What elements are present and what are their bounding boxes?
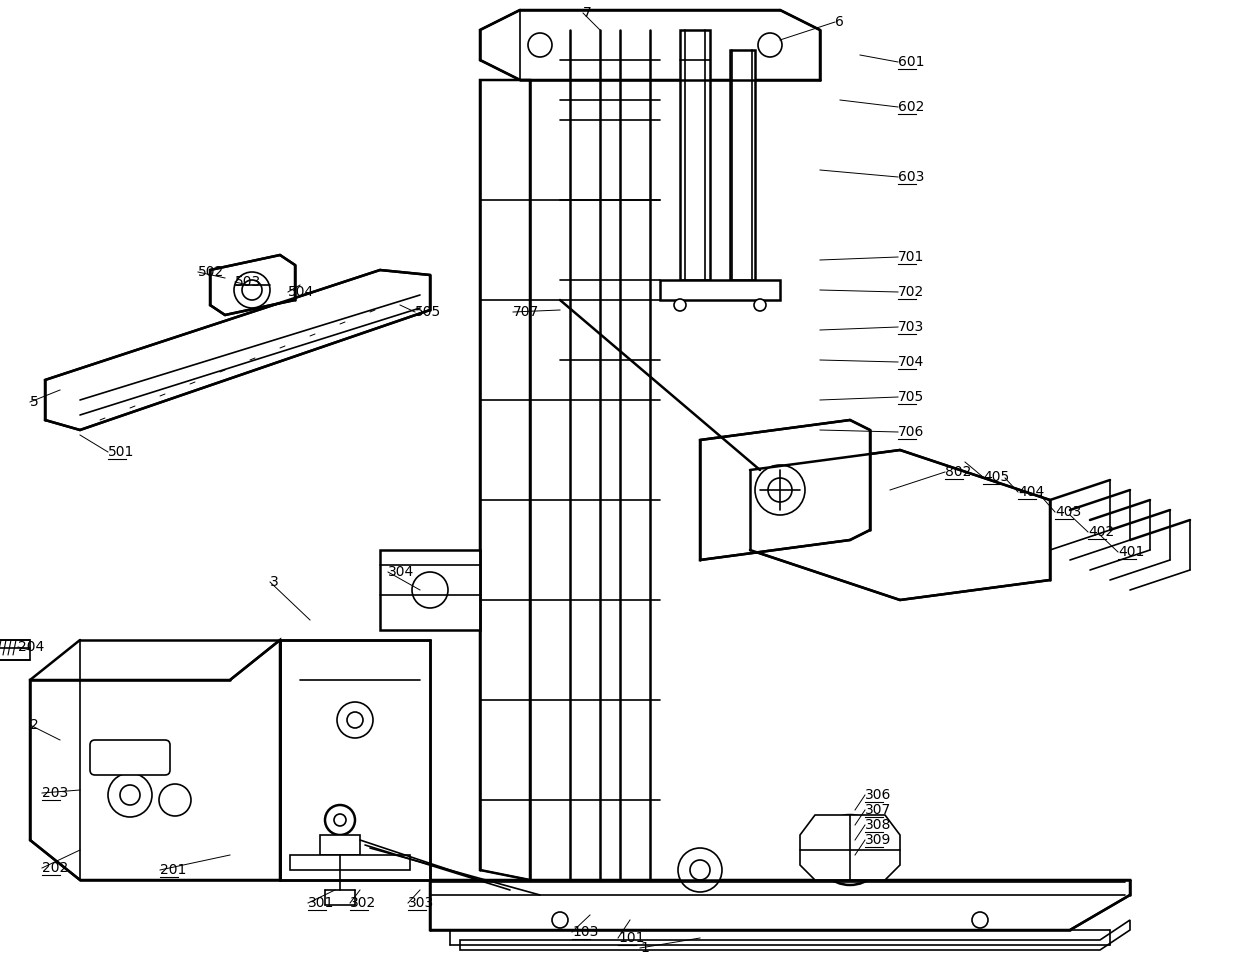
Text: 502: 502 <box>198 265 224 279</box>
Text: 5: 5 <box>30 395 38 409</box>
Text: 202: 202 <box>42 861 68 875</box>
Polygon shape <box>800 815 900 880</box>
Text: 204: 204 <box>19 640 45 654</box>
Circle shape <box>347 712 363 728</box>
Circle shape <box>678 848 722 892</box>
Text: 703: 703 <box>898 320 924 334</box>
Polygon shape <box>480 80 529 880</box>
Circle shape <box>972 912 988 928</box>
Text: 704: 704 <box>898 355 924 369</box>
Text: 601: 601 <box>898 55 925 69</box>
Text: 404: 404 <box>1018 485 1044 499</box>
Text: 802: 802 <box>945 465 971 479</box>
Circle shape <box>689 860 711 880</box>
Circle shape <box>325 805 355 835</box>
Text: 308: 308 <box>866 818 892 832</box>
Circle shape <box>758 33 782 57</box>
Polygon shape <box>750 450 1050 600</box>
Text: 403: 403 <box>1055 505 1081 519</box>
Circle shape <box>790 470 830 510</box>
Circle shape <box>108 773 153 817</box>
Text: 501: 501 <box>108 445 134 459</box>
Text: 602: 602 <box>898 100 924 114</box>
Text: 2: 2 <box>30 718 38 732</box>
Circle shape <box>337 702 373 738</box>
Polygon shape <box>280 640 430 880</box>
Text: 401: 401 <box>1118 545 1145 559</box>
Circle shape <box>242 280 262 300</box>
Text: 402: 402 <box>1087 525 1115 539</box>
Polygon shape <box>701 420 870 560</box>
Circle shape <box>412 572 448 608</box>
Circle shape <box>800 480 820 500</box>
Text: 503: 503 <box>236 275 262 289</box>
Polygon shape <box>480 10 820 80</box>
Text: 405: 405 <box>983 470 1009 484</box>
FancyBboxPatch shape <box>91 740 170 775</box>
Text: 702: 702 <box>898 285 924 299</box>
Circle shape <box>159 784 191 816</box>
Text: 7: 7 <box>583 6 591 20</box>
Circle shape <box>768 478 792 502</box>
Text: 309: 309 <box>866 833 892 847</box>
Text: 1: 1 <box>640 941 649 955</box>
Circle shape <box>234 272 270 308</box>
Text: 101: 101 <box>618 931 645 945</box>
Polygon shape <box>320 835 360 855</box>
Circle shape <box>755 465 805 515</box>
Circle shape <box>754 299 766 311</box>
Text: 505: 505 <box>415 305 441 319</box>
Text: 304: 304 <box>388 565 414 579</box>
Text: 3: 3 <box>270 575 279 589</box>
Bar <box>730 50 755 280</box>
Polygon shape <box>290 855 410 870</box>
Bar <box>660 280 780 300</box>
Text: 303: 303 <box>408 896 434 910</box>
Text: 6: 6 <box>835 15 844 29</box>
Circle shape <box>120 785 140 805</box>
Circle shape <box>842 842 858 858</box>
Circle shape <box>675 299 686 311</box>
Circle shape <box>828 828 872 872</box>
Circle shape <box>552 912 568 928</box>
Text: 705: 705 <box>898 390 924 404</box>
Polygon shape <box>45 270 430 430</box>
Text: 706: 706 <box>898 425 924 439</box>
Text: 707: 707 <box>513 305 539 319</box>
Bar <box>680 30 711 280</box>
Circle shape <box>815 815 885 885</box>
Text: 301: 301 <box>308 896 335 910</box>
Polygon shape <box>460 920 1130 950</box>
Text: 603: 603 <box>898 170 924 184</box>
Text: 306: 306 <box>866 788 892 802</box>
Circle shape <box>528 33 552 57</box>
Text: 504: 504 <box>288 285 314 299</box>
Circle shape <box>748 463 773 487</box>
Text: 103: 103 <box>572 925 599 939</box>
Polygon shape <box>0 640 30 660</box>
Bar <box>560 30 660 60</box>
Text: 201: 201 <box>160 863 186 877</box>
Text: 203: 203 <box>42 786 68 800</box>
Text: 307: 307 <box>866 803 892 817</box>
Polygon shape <box>210 255 295 315</box>
Text: 302: 302 <box>350 896 376 910</box>
Bar <box>379 550 480 630</box>
Circle shape <box>334 814 346 826</box>
Polygon shape <box>430 880 1130 930</box>
Text: 701: 701 <box>898 250 924 264</box>
Polygon shape <box>30 640 280 880</box>
